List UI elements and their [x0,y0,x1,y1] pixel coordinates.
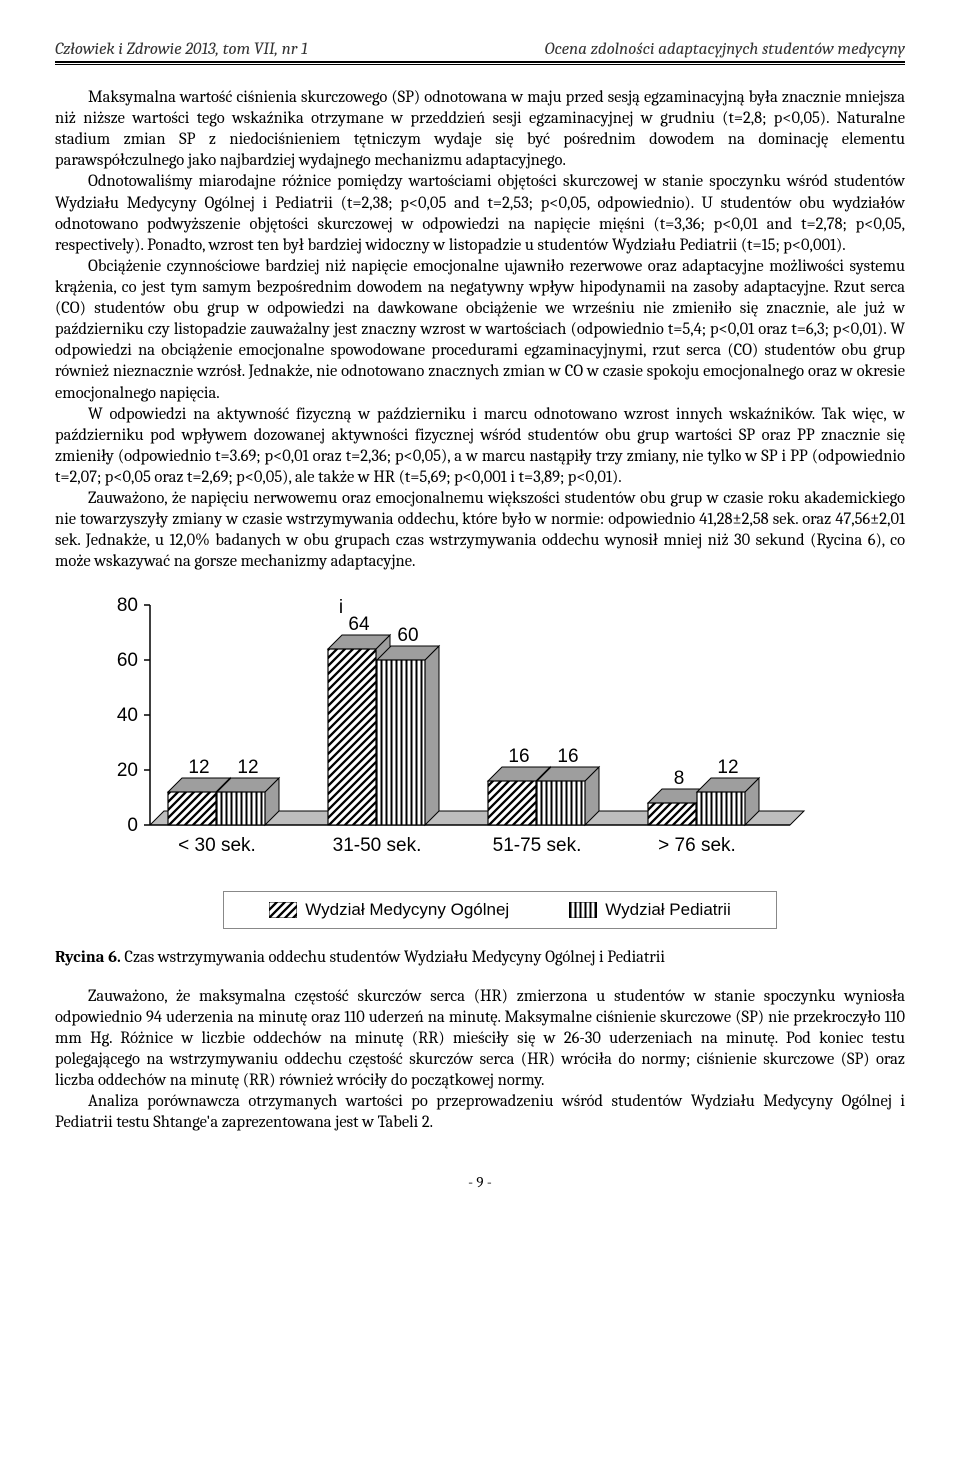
header-rule-sub [55,64,905,65]
svg-text:40: 40 [117,705,138,726]
legend-item-general-medicine: Wydział Medycyny Ogólnej [269,900,509,920]
paragraph-7: Analiza porównawcza otrzymanych wartości… [55,1091,905,1133]
legend-label-pediatrics: Wydział Pediatrii [605,900,731,920]
paragraph-2: Odnotowaliśmy miarodajne różnice pomiędz… [55,171,905,255]
figure-6-caption: Rycina 6. Czas wstrzymywania oddechu stu… [55,947,905,968]
header-left: Człowiek i Zdrowie 2013, tom VII, nr 1 [55,40,308,59]
svg-text:12: 12 [717,757,738,778]
svg-text:31-50 sek.: 31-50 sek. [333,835,422,856]
svg-text:51-75 sek.: 51-75 sek. [493,835,582,856]
svg-text:8: 8 [674,768,685,789]
page-number: - 9 - [55,1173,905,1191]
legend-item-pediatrics: Wydział Pediatrii [569,900,731,920]
svg-text:i: i [339,597,343,618]
legend-label-general-medicine: Wydział Medycyny Ogólnej [305,900,509,920]
header-rule-top [55,61,905,63]
paragraph-6: Zauważono, że maksymalna częstość skurcz… [55,986,905,1092]
paragraph-4: W odpowiedzi na aktywność fizyczną w paź… [55,404,905,488]
svg-text:60: 60 [397,625,418,646]
svg-text:64: 64 [348,614,370,635]
figure-6-caption-text: Czas wstrzymywania oddechu studentów Wyd… [121,948,665,967]
svg-text:20: 20 [117,760,138,781]
svg-text:12: 12 [237,757,258,778]
header-right: Ocena zdolności adaptacyjnych studentów … [545,40,905,59]
svg-text:0: 0 [127,815,138,836]
chart-legend: Wydział Medycyny Ogólnej Wydział Pediatr… [223,891,777,929]
svg-text:> 76 sek.: > 76 sek. [658,835,736,856]
paragraph-1: Maksymalna wartość ciśnienia skurczowego… [55,87,905,171]
svg-text:80: 80 [117,595,138,616]
svg-text:< 30 sek.: < 30 sek. [178,835,256,856]
figure-6-caption-bold: Rycina 6. [55,948,121,967]
svg-text:16: 16 [508,746,529,767]
paragraph-5: Zauważono, że napięciu nerwowemu oraz em… [55,488,905,572]
svg-text:12: 12 [188,757,209,778]
svg-text:60: 60 [117,650,138,671]
paragraph-3: Obciążenie czynnościowe bardziej niż nap… [55,256,905,404]
svg-text:16: 16 [557,746,578,767]
figure-6-chart: 0 20 40 60 80 12 12 < 30 sek. 64 60 31-50 sek. 16 16… [95,595,905,929]
